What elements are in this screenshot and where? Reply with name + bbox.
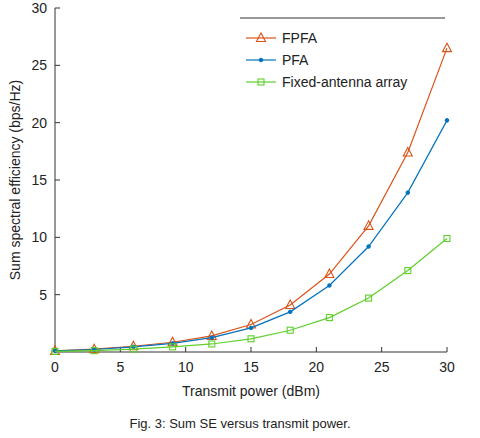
legend-label: FPFA [282,30,318,46]
x-tick [251,347,252,352]
series-marker [210,336,214,340]
series-marker [444,235,450,241]
y-tick [55,237,60,238]
legend-label: PFA [282,52,309,68]
x-tick [381,347,382,352]
caption: Fig. 3: Sum SE versus transmit power. [129,416,350,431]
y-tick-label: 5 [39,287,47,303]
y-tick-label: 15 [31,172,47,188]
series-marker [249,326,253,330]
y-tick [55,294,60,295]
series-marker [366,295,372,301]
legend-label: Fixed-antenna array [282,74,407,90]
series-marker [286,300,295,309]
series-line [55,238,447,351]
y-tick [55,122,60,123]
y-tick [55,65,60,66]
y-tick-label: 10 [31,229,47,245]
series-marker [403,147,412,156]
legend-line [246,37,276,38]
x-axis-label: Transmit power (dBm) [182,383,320,399]
x-tick-label: 30 [439,359,455,375]
series-marker [367,245,371,249]
x-tick-label: 0 [51,359,59,375]
legend-marker [257,33,266,42]
series-marker [90,344,99,353]
series-line [55,48,447,351]
series-marker [406,191,410,195]
series-marker [52,348,58,354]
series-marker [405,268,411,274]
x-tick-label: 25 [374,359,390,375]
y-tick-label: 30 [31,0,47,16]
y-tick [55,180,60,181]
series-marker [130,346,136,352]
x-tick-label: 10 [178,359,194,375]
series-marker [132,345,136,349]
series-marker [364,221,373,230]
series-line [55,120,447,350]
x-tick-label: 5 [116,359,124,375]
series-marker [288,310,292,314]
chart: 0 5 10 15 20 25 30 5 10 15 20 25 30 Transmit power (d… [0,0,480,438]
series-marker [170,344,176,350]
series-marker [445,119,449,123]
x-tick-label: 20 [309,359,325,375]
y-axis-label: Sum spectral efficiency (bps/Hz) [7,80,23,280]
y-tick [55,8,60,9]
x-tick [447,347,448,352]
y-tick-label: 20 [31,115,47,131]
legend-line [246,81,276,82]
legend-marker [259,58,263,62]
series-marker [443,43,452,52]
series-marker [325,269,334,278]
series-marker [287,327,293,333]
x-tick-label: 15 [243,359,259,375]
series-marker [91,348,97,354]
legend: FPFA PFA Fixed-antenna array [240,18,445,90]
series-marker [326,315,332,321]
y-tick-label: 25 [31,57,47,73]
x-tick [316,347,317,352]
legend-border [240,18,445,19]
series-marker [328,284,332,288]
legend-marker [258,79,264,85]
series-marker [248,336,254,342]
series-marker [209,341,215,347]
plot-area [51,43,452,354]
x-tick [185,347,186,352]
series-marker [51,346,60,355]
